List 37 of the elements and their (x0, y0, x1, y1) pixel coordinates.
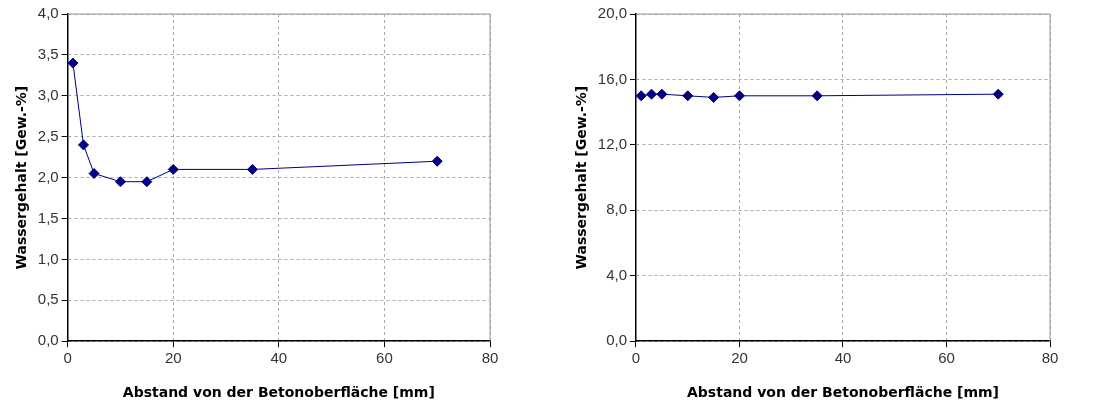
point (141, 176, 153, 188)
y-axis-title: Wassergehalt [Gew.-%] (13, 85, 30, 270)
y-tick-label: 1,0 (37, 249, 59, 267)
y-tick-label: 8,0 (606, 200, 627, 218)
x-tick-label: 60 (938, 349, 955, 367)
x-tick-label: 40 (834, 349, 852, 367)
x-tick-label: 0 (631, 349, 641, 367)
y-tick-label: 16,0 (597, 69, 627, 87)
x-axis-title: Abstand von der Betonoberfläche [mm] (687, 384, 999, 401)
x-tick-label: 0 (63, 349, 72, 367)
y-tick-label: 2,5 (37, 126, 59, 144)
y-tick-label: 12,0 (597, 135, 627, 153)
y-tick-label: 1,5 (37, 208, 59, 226)
y-axis-title: Wassergehalt [Gew.-%] (573, 85, 590, 270)
x-tick-label: 20 (164, 349, 182, 367)
y-tick-label: 0,5 (37, 290, 59, 308)
x-tick-label: 40 (270, 349, 288, 367)
x-tick-label: 80 (481, 349, 499, 367)
y-tick-label: 0,0 (606, 331, 627, 349)
x-axis-title: Abstand von der Betonoberfläche [mm] (122, 384, 435, 401)
point (246, 163, 258, 175)
y-tick-label: 3,5 (37, 45, 59, 63)
point (67, 57, 79, 69)
y-tick-label: 4,0 (37, 4, 59, 22)
point (114, 176, 126, 188)
x-tick-label: 80 (1041, 349, 1059, 367)
y-tick-label: 0,0 (37, 331, 59, 349)
y-tick-label: 2,0 (37, 167, 59, 185)
y-tick-label: 3,0 (37, 85, 59, 103)
x-tick-label: 60 (376, 349, 393, 367)
y-tick-label: 4,0 (606, 265, 627, 283)
point (431, 155, 443, 167)
point (167, 163, 179, 175)
point (88, 168, 100, 180)
point (77, 139, 89, 151)
y-tick-label: 20,0 (597, 4, 627, 22)
x-tick-label: 20 (731, 349, 748, 367)
